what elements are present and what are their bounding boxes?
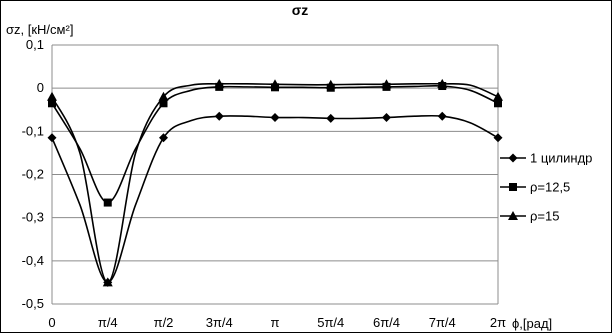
- data-point: [47, 91, 57, 101]
- series-line: [51, 114, 499, 284]
- x-tick-label: 6π/4: [373, 315, 400, 330]
- legend-label: ρ=15: [530, 209, 559, 224]
- data-point: [325, 79, 336, 89]
- data-point: [381, 79, 392, 89]
- series-3: [47, 78, 503, 287]
- data-point: [494, 99, 502, 108]
- chart-title: σz: [292, 2, 309, 18]
- x-tick-label: 7π/4: [429, 315, 456, 330]
- legend: 1 цилиндр ρ=12,5 ρ=15: [500, 151, 592, 224]
- legend-marker: [508, 153, 518, 163]
- data-point: [437, 78, 448, 88]
- series-line: [51, 82, 499, 284]
- data-point: [270, 79, 280, 89]
- x-tick-label: π/2: [154, 315, 174, 330]
- y-tick-label: -0,3: [22, 210, 44, 225]
- x-tick-label: 3π/4: [206, 315, 233, 330]
- legend-marker: [508, 211, 518, 220]
- data-point: [159, 99, 168, 108]
- y-tick-label: 0,1: [26, 37, 44, 52]
- x-tick-label: π: [271, 315, 280, 330]
- data-point: [158, 91, 169, 101]
- data-point: [102, 277, 113, 287]
- data-point: [382, 113, 391, 123]
- legend-item: 1 цилиндр: [500, 151, 592, 166]
- series-layer: [47, 78, 503, 287]
- y-tick-label: -0,2: [22, 167, 44, 182]
- legend-item: ρ=15: [500, 209, 559, 224]
- y-tick-label: 0: [37, 80, 44, 95]
- data-point: [270, 113, 280, 123]
- x-tick-label: 0: [48, 315, 55, 330]
- y-tick-label: -0,4: [22, 253, 44, 268]
- legend-marker: [509, 183, 517, 191]
- legend-label: 1 цилиндр: [530, 151, 592, 166]
- data-point: [214, 78, 225, 88]
- y-tick-label: -0,5: [22, 296, 44, 311]
- axis-layer: 0,1 0 -0,1 -0,2 -0,3 -0,4 -0,5 0 π/4 π/2 3π/4 π 5π/4…: [22, 37, 507, 330]
- legend-label: ρ=12,5: [530, 180, 570, 195]
- data-point: [326, 113, 336, 123]
- legend-item: ρ=12,5: [500, 180, 570, 195]
- y-tick-label: -0,1: [22, 123, 44, 138]
- x-tick-label: 2π: [490, 315, 506, 330]
- grid-layer: [51, 44, 499, 305]
- x-tick-label: 5π/4: [317, 315, 344, 330]
- data-point: [493, 91, 503, 101]
- data-point: [214, 111, 224, 121]
- data-point: [103, 198, 112, 207]
- data-point: [493, 133, 503, 143]
- data-point: [437, 111, 447, 121]
- y-axis-title: σz, [кН/см²]: [6, 22, 73, 37]
- x-tick-label: π/4: [98, 315, 118, 330]
- data-point: [48, 99, 56, 108]
- data-point: [47, 133, 57, 143]
- series-1: [47, 111, 503, 287]
- data-point: [159, 133, 168, 143]
- x-axis-title: ϕ,[рад]: [512, 316, 552, 331]
